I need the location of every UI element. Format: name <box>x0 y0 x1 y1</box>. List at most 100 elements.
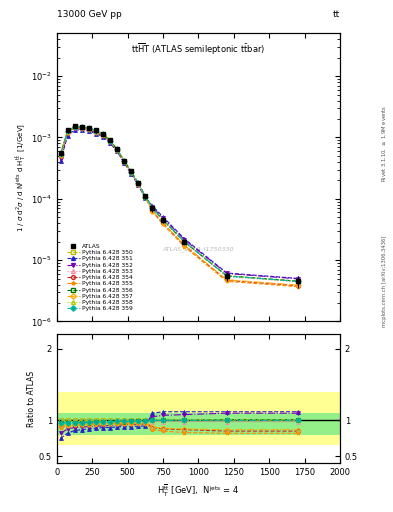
Pythia 6.428 352 <box>143 195 148 201</box>
Pythia 6.428 358 <box>65 128 70 134</box>
Pythia 6.428 351 <box>79 127 84 134</box>
Pythia 6.428 359 <box>86 125 91 131</box>
Pythia 6.428 359 <box>136 180 141 186</box>
Pythia 6.428 356 <box>86 125 91 132</box>
Line: Pythia 6.428 356: Pythia 6.428 356 <box>59 124 299 283</box>
Pythia 6.428 356 <box>101 131 105 137</box>
Pythia 6.428 359 <box>108 138 112 144</box>
Pythia 6.428 352 <box>72 125 77 132</box>
Pythia 6.428 359 <box>161 217 165 223</box>
Pythia 6.428 359 <box>101 131 105 137</box>
Pythia 6.428 355 <box>224 278 229 284</box>
Pythia 6.428 358 <box>295 278 300 284</box>
Pythia 6.428 356 <box>115 146 119 153</box>
Pythia 6.428 358 <box>79 124 84 131</box>
Pythia 6.428 358 <box>143 194 148 200</box>
Pythia 6.428 356 <box>94 128 98 134</box>
Pythia 6.428 352 <box>65 131 70 137</box>
Pythia 6.428 352 <box>129 170 134 176</box>
Pythia 6.428 352 <box>79 126 84 132</box>
Pythia 6.428 350 <box>224 273 229 279</box>
Pythia 6.428 354 <box>108 138 112 144</box>
Pythia 6.428 353 <box>65 129 70 135</box>
Pythia 6.428 355 <box>150 209 155 215</box>
Pythia 6.428 350 <box>79 123 84 130</box>
Pythia 6.428 358 <box>150 205 155 211</box>
Pythia 6.428 350 <box>143 193 148 199</box>
Pythia 6.428 358 <box>58 151 63 157</box>
Pythia 6.428 351 <box>161 214 165 220</box>
Pythia 6.428 350 <box>182 239 187 245</box>
Pythia 6.428 351 <box>150 203 155 209</box>
Pythia 6.428 350 <box>58 151 63 157</box>
Pythia 6.428 353 <box>129 169 134 175</box>
Line: Pythia 6.428 355: Pythia 6.428 355 <box>59 126 299 289</box>
Pythia 6.428 351 <box>224 270 229 276</box>
Pythia 6.428 351 <box>65 133 70 139</box>
Pythia 6.428 353 <box>108 138 112 144</box>
Pythia 6.428 352 <box>58 156 63 162</box>
Pythia 6.428 357 <box>136 181 141 187</box>
Pythia 6.428 357 <box>65 129 70 135</box>
Pythia 6.428 354 <box>161 220 165 226</box>
Pythia 6.428 358 <box>86 125 91 131</box>
Line: Pythia 6.428 350: Pythia 6.428 350 <box>59 124 299 283</box>
Pythia 6.428 358 <box>122 158 127 164</box>
Pythia 6.428 350 <box>101 131 105 137</box>
Pythia 6.428 359 <box>129 168 134 175</box>
Pythia 6.428 356 <box>108 138 112 144</box>
Pythia 6.428 355 <box>143 194 148 200</box>
Pythia 6.428 355 <box>122 159 127 165</box>
Pythia 6.428 359 <box>65 128 70 134</box>
Pythia 6.428 356 <box>224 273 229 279</box>
Pythia 6.428 350 <box>150 205 155 211</box>
Pythia 6.428 356 <box>136 180 141 186</box>
Pythia 6.428 350 <box>86 124 91 131</box>
Pythia 6.428 350 <box>94 127 98 134</box>
Pythia 6.428 353 <box>115 146 119 153</box>
Pythia 6.428 359 <box>72 123 77 130</box>
Pythia 6.428 354 <box>115 147 119 153</box>
Pythia 6.428 352 <box>161 215 165 221</box>
Pythia 6.428 357 <box>86 126 91 132</box>
Pythia 6.428 357 <box>150 208 155 214</box>
Pythia 6.428 356 <box>150 205 155 211</box>
Pythia 6.428 357 <box>122 158 127 164</box>
Pythia 6.428 350 <box>108 137 112 143</box>
Text: 13000 GeV pp: 13000 GeV pp <box>57 10 122 19</box>
Pythia 6.428 357 <box>94 129 98 135</box>
Legend: ATLAS, Pythia 6.428 350, Pythia 6.428 351, Pythia 6.428 352, Pythia 6.428 353, P: ATLAS, Pythia 6.428 350, Pythia 6.428 35… <box>66 243 134 313</box>
Pythia 6.428 352 <box>182 237 187 243</box>
Pythia 6.428 359 <box>79 124 84 131</box>
Pythia 6.428 356 <box>295 278 300 284</box>
Pythia 6.428 356 <box>122 158 127 164</box>
Pythia 6.428 353 <box>101 132 105 138</box>
Pythia 6.428 354 <box>150 208 155 214</box>
Pythia 6.428 354 <box>182 242 187 248</box>
Pythia 6.428 357 <box>182 242 187 248</box>
Pythia 6.428 353 <box>58 152 63 158</box>
Pythia 6.428 354 <box>79 125 84 132</box>
Pythia 6.428 350 <box>161 217 165 223</box>
Pythia 6.428 359 <box>295 279 300 285</box>
Pythia 6.428 356 <box>143 194 148 200</box>
Pythia 6.428 354 <box>295 283 300 289</box>
Pythia 6.428 355 <box>161 221 165 227</box>
Pythia 6.428 359 <box>182 239 187 245</box>
Pythia 6.428 352 <box>108 139 112 145</box>
Y-axis label: Ratio to ATLAS: Ratio to ATLAS <box>27 371 36 427</box>
Pythia 6.428 352 <box>150 204 155 210</box>
Pythia 6.428 352 <box>94 130 98 136</box>
Pythia 6.428 351 <box>58 158 63 164</box>
Pythia 6.428 354 <box>129 169 134 176</box>
Pythia 6.428 358 <box>182 238 187 244</box>
Pythia 6.428 356 <box>79 124 84 131</box>
Pythia 6.428 358 <box>224 273 229 279</box>
Pythia 6.428 351 <box>129 171 134 177</box>
Pythia 6.428 351 <box>295 275 300 282</box>
Pythia 6.428 355 <box>115 147 119 154</box>
Pythia 6.428 355 <box>65 130 70 136</box>
Pythia 6.428 352 <box>295 276 300 282</box>
Pythia 6.428 354 <box>86 126 91 132</box>
X-axis label: H$_{\rm T}^{\rm \overline{t}t}$ [GeV],  N$^{\rm jets}$ = 4: H$_{\rm T}^{\rm \overline{t}t}$ [GeV], N… <box>158 483 239 499</box>
